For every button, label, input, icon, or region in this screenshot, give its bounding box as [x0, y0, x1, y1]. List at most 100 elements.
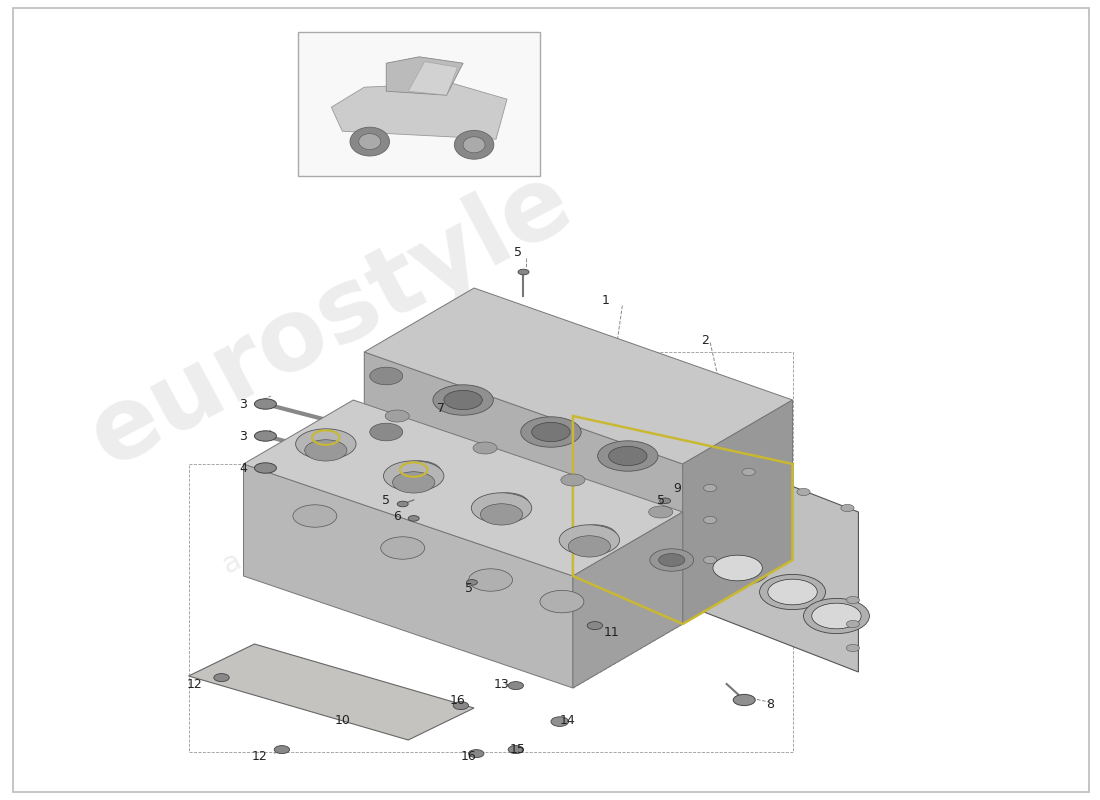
Ellipse shape: [518, 269, 529, 274]
Ellipse shape: [254, 430, 276, 442]
Ellipse shape: [659, 554, 685, 566]
Polygon shape: [331, 83, 507, 139]
Ellipse shape: [551, 717, 569, 726]
Text: eurostyle: eurostyle: [74, 152, 589, 488]
Text: a passion for parts since 1985: a passion for parts since 1985: [218, 348, 620, 580]
Ellipse shape: [803, 598, 869, 634]
Ellipse shape: [650, 549, 694, 571]
Text: 7: 7: [437, 402, 446, 414]
Ellipse shape: [840, 504, 854, 512]
Circle shape: [454, 130, 494, 159]
Ellipse shape: [469, 569, 513, 591]
Text: 10: 10: [334, 714, 350, 726]
Ellipse shape: [473, 442, 497, 454]
Circle shape: [463, 137, 485, 153]
Text: 12: 12: [252, 750, 267, 762]
Ellipse shape: [768, 579, 817, 605]
Ellipse shape: [597, 441, 658, 471]
Ellipse shape: [406, 466, 432, 478]
Ellipse shape: [508, 746, 524, 754]
Ellipse shape: [433, 385, 493, 415]
Polygon shape: [573, 512, 683, 688]
Ellipse shape: [520, 417, 581, 447]
Text: 12: 12: [186, 678, 202, 690]
Ellipse shape: [385, 410, 409, 422]
Text: 8: 8: [767, 698, 774, 710]
Ellipse shape: [471, 493, 531, 523]
Text: 16: 16: [461, 750, 476, 762]
Ellipse shape: [370, 367, 403, 385]
Text: 13: 13: [494, 678, 509, 690]
Text: 6: 6: [394, 510, 402, 522]
Ellipse shape: [397, 501, 408, 507]
Ellipse shape: [569, 536, 611, 557]
Text: 4: 4: [240, 462, 248, 474]
Ellipse shape: [705, 550, 771, 586]
Ellipse shape: [254, 399, 276, 409]
Text: 3: 3: [240, 430, 248, 442]
Circle shape: [350, 127, 389, 156]
Ellipse shape: [649, 506, 673, 518]
Ellipse shape: [453, 702, 469, 710]
Ellipse shape: [587, 622, 603, 630]
Ellipse shape: [561, 474, 585, 486]
Polygon shape: [694, 448, 858, 672]
Text: 14: 14: [560, 714, 575, 726]
Text: 15: 15: [510, 743, 526, 756]
Text: 1: 1: [602, 294, 609, 306]
Ellipse shape: [213, 674, 229, 682]
Ellipse shape: [305, 440, 346, 461]
Ellipse shape: [812, 603, 861, 629]
Ellipse shape: [469, 750, 484, 758]
Ellipse shape: [704, 484, 717, 491]
Ellipse shape: [274, 746, 289, 754]
Polygon shape: [386, 57, 463, 95]
Text: 5: 5: [382, 494, 390, 506]
Text: 5: 5: [464, 582, 473, 594]
Ellipse shape: [608, 446, 647, 466]
Ellipse shape: [704, 517, 717, 524]
Text: 2: 2: [701, 334, 708, 346]
Ellipse shape: [481, 504, 522, 525]
Ellipse shape: [734, 694, 756, 706]
Ellipse shape: [466, 579, 477, 586]
Text: 9: 9: [673, 482, 681, 494]
Ellipse shape: [531, 422, 570, 442]
Ellipse shape: [381, 537, 425, 559]
Text: 11: 11: [604, 626, 619, 638]
Text: 16: 16: [450, 694, 465, 706]
Polygon shape: [408, 62, 458, 95]
Ellipse shape: [846, 621, 859, 627]
Ellipse shape: [293, 505, 337, 527]
Ellipse shape: [254, 462, 276, 474]
Ellipse shape: [796, 488, 810, 495]
Ellipse shape: [660, 498, 671, 504]
Ellipse shape: [846, 596, 859, 603]
Text: 5: 5: [514, 246, 522, 258]
Ellipse shape: [494, 498, 520, 510]
Ellipse shape: [444, 390, 482, 410]
Ellipse shape: [704, 557, 717, 563]
Text: 3: 3: [240, 398, 248, 410]
Ellipse shape: [760, 574, 825, 610]
Polygon shape: [243, 400, 683, 576]
Polygon shape: [188, 644, 474, 740]
Ellipse shape: [296, 429, 356, 459]
Ellipse shape: [582, 530, 608, 542]
Ellipse shape: [742, 468, 756, 475]
Circle shape: [359, 134, 381, 150]
Ellipse shape: [408, 516, 419, 522]
Polygon shape: [683, 400, 792, 624]
Polygon shape: [364, 288, 792, 464]
Ellipse shape: [846, 645, 859, 651]
Ellipse shape: [508, 682, 524, 690]
Ellipse shape: [393, 472, 434, 493]
Text: 5: 5: [657, 494, 664, 506]
Ellipse shape: [384, 461, 444, 491]
Ellipse shape: [559, 525, 619, 555]
Ellipse shape: [485, 493, 529, 515]
Polygon shape: [364, 352, 683, 624]
Ellipse shape: [573, 525, 617, 547]
Ellipse shape: [540, 590, 584, 613]
Ellipse shape: [370, 423, 403, 441]
